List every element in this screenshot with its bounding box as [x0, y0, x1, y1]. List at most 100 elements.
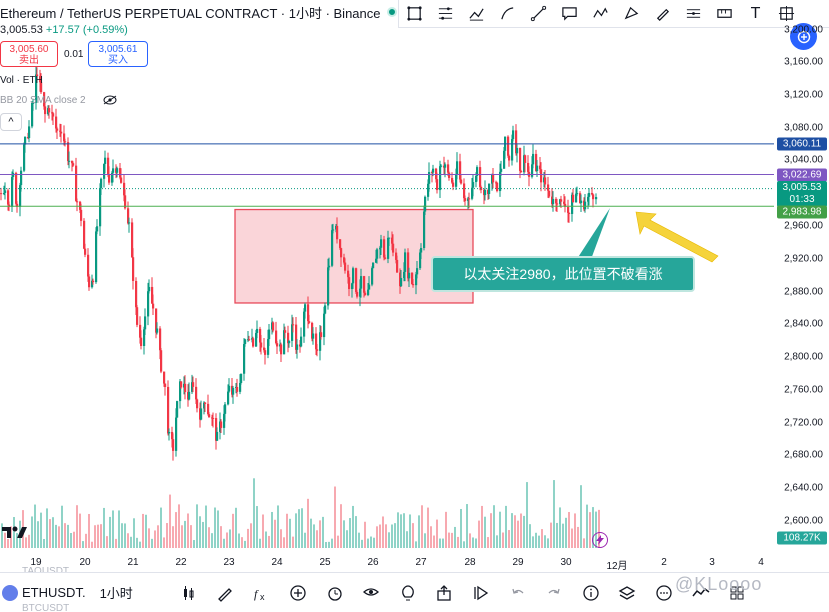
share-icon[interactable]: [426, 573, 463, 612]
pattern-icon[interactable]: [585, 0, 616, 28]
volume-bar: [418, 515, 420, 548]
candle-body: [135, 280, 138, 308]
candle-body: [75, 165, 78, 202]
undo-icon[interactable]: [499, 573, 536, 612]
candle-body: [471, 187, 474, 199]
candle-body: [92, 280, 95, 283]
candle-body: [535, 153, 538, 172]
fib-tool-icon[interactable]: [430, 0, 461, 28]
volume-bar: [82, 541, 84, 548]
grid-icon[interactable]: [719, 573, 756, 612]
more-icon[interactable]: [646, 573, 683, 612]
callout-icon[interactable]: [554, 0, 585, 28]
candle-body: [296, 344, 299, 350]
path-tool-icon[interactable]: [461, 0, 492, 28]
pen-icon[interactable]: [647, 0, 678, 28]
volume-bar: [535, 532, 537, 548]
compare-icon[interactable]: [353, 573, 390, 612]
text-icon[interactable]: T: [740, 0, 771, 28]
volume-bar: [178, 504, 180, 548]
price-tick-label: 2,720.00: [784, 417, 823, 429]
collapse-legend-button[interactable]: ^: [0, 113, 22, 131]
price-tag-blue: 3,060.11: [777, 137, 827, 151]
lightning-icon[interactable]: [592, 532, 608, 548]
volume-bar: [346, 530, 348, 548]
volume-bar: [187, 513, 189, 548]
volume-bar: [166, 523, 168, 548]
candle-body: [107, 157, 110, 175]
volume-bar: [196, 504, 198, 548]
candle-body: [131, 222, 134, 258]
candle-body: [375, 258, 378, 263]
volume-bar: [43, 538, 45, 548]
price-tick-label: 3,120.00: [784, 89, 823, 101]
interval-selector[interactable]: 1小时: [99, 586, 133, 601]
alert-icon[interactable]: [316, 573, 353, 612]
rectangle-tool-icon[interactable]: [399, 0, 430, 28]
candle-body: [368, 284, 371, 290]
sell-button[interactable]: 3,005.60 卖出: [0, 41, 58, 67]
candle-body: [68, 160, 71, 162]
bb-indicator-label[interactable]: BB 20 SMA close 2: [0, 95, 86, 106]
trend-icon[interactable]: [682, 573, 719, 612]
volume-bar: [427, 507, 429, 548]
ruler-icon[interactable]: [709, 0, 740, 28]
volume-bar: [556, 522, 558, 548]
price-axis[interactable]: 3,160.003,120.003,080.003,040.003,000.00…: [774, 0, 829, 553]
volume-indicator-label[interactable]: Vol · ETH: [0, 75, 43, 86]
candle-body: [312, 333, 315, 339]
candle-body: [51, 112, 54, 114]
price-tick-label: 2,960.00: [784, 220, 823, 232]
candle-body: [275, 330, 278, 344]
horizontal-line-icon[interactable]: [678, 0, 709, 28]
hide-eye-icon[interactable]: [103, 95, 117, 105]
candle-body: [376, 249, 379, 259]
idea-icon[interactable]: [390, 573, 427, 612]
chart-canvas[interactable]: [0, 0, 829, 572]
candle-body: [304, 304, 307, 312]
add-drawing-button[interactable]: [790, 23, 817, 50]
add-icon[interactable]: [280, 573, 317, 612]
redo-icon[interactable]: [536, 573, 573, 612]
symbol-title[interactable]: Ethereum / TetherUS PERPETUAL CONTRACT ·…: [0, 5, 381, 21]
candle-body: [83, 220, 86, 249]
volume-bar: [229, 529, 231, 548]
candle-body: [136, 307, 139, 325]
candle-body: [43, 92, 46, 107]
candle-body: [463, 183, 466, 199]
draw-icon[interactable]: [207, 573, 244, 612]
crosshair-icon[interactable]: [771, 0, 802, 28]
candle-body: [232, 387, 235, 395]
volume-bar: [112, 510, 114, 548]
info-icon[interactable]: [573, 573, 610, 612]
candle-body: [16, 203, 19, 207]
candle-body: [415, 274, 418, 286]
candle-body: [448, 172, 451, 178]
volume-bar: [412, 523, 414, 548]
candle-body: [264, 350, 267, 355]
volume-bar: [136, 537, 138, 548]
price-tick-label: 2,760.00: [784, 384, 823, 396]
candle-body: [503, 150, 506, 169]
symbol-selector[interactable]: ETHUSDT.: [2, 584, 86, 601]
candles-icon[interactable]: [170, 573, 207, 612]
brush-icon[interactable]: [492, 0, 523, 28]
annotation-callout[interactable]: 以太关注2980，此位置不破看涨: [431, 256, 695, 292]
candle-body: [280, 344, 283, 355]
volume-bar: [121, 523, 123, 548]
projection-icon[interactable]: [616, 0, 647, 28]
volume-bar: [226, 532, 228, 548]
volume-bar: [421, 505, 423, 548]
layers-icon[interactable]: [609, 573, 646, 612]
candle-body: [272, 322, 275, 331]
trendline-icon[interactable]: [523, 0, 554, 28]
candle-body: [564, 203, 567, 207]
volume-bar: [517, 520, 519, 548]
buy-button[interactable]: 3,005.61 买入: [88, 41, 148, 67]
candle-body: [595, 197, 598, 200]
replay-icon[interactable]: [463, 573, 500, 612]
time-tick-label: 27: [415, 557, 427, 568]
candle-body: [152, 303, 155, 309]
volume-bar: [190, 525, 192, 548]
